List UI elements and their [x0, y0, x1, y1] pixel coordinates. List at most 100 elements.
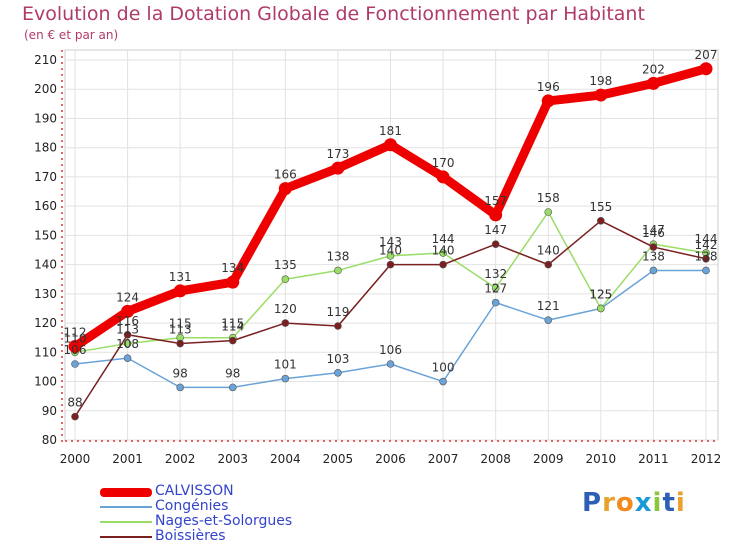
- data-point-nages-et-solorgues: [123, 339, 132, 348]
- data-point-boissi-res: [491, 240, 500, 248]
- y-tick-label: 140: [34, 258, 57, 272]
- x-tick-label: 2004: [270, 452, 301, 466]
- x-tick-label: 2006: [375, 452, 406, 466]
- data-label-nages-et-solorgues: 138: [326, 249, 349, 263]
- data-label-calvisson: 170: [432, 156, 455, 170]
- x-tick-label: 2001: [112, 452, 143, 466]
- data-point-nages-et-solorgues: [334, 266, 342, 275]
- y-tick-label: 190: [34, 111, 57, 125]
- x-tick-label: 2007: [428, 452, 459, 466]
- data-point-calvisson: [121, 304, 135, 318]
- data-label-boissi-res: 114: [221, 320, 244, 334]
- y-tick-label: 160: [34, 199, 57, 213]
- data-point-calvisson: [699, 62, 713, 76]
- chart-title: Evolution de la Dotation Globale de Fonc…: [22, 3, 645, 25]
- data-point-boissi-res: [228, 336, 237, 345]
- data-point-cong-nies: [228, 383, 237, 392]
- data-point-boissi-res: [544, 260, 553, 269]
- data-label-nages-et-solorgues: 113: [116, 323, 139, 337]
- data-point-boissi-res: [281, 319, 290, 327]
- data-label-boissi-res: 140: [379, 244, 402, 258]
- data-labels: 106 108 98 98 101 103 106 100 127 121 125 138 138 110…: [64, 48, 718, 410]
- data-label-nages-et-solorgues: 125: [589, 287, 612, 301]
- data-label-cong-nies: 138: [695, 249, 718, 263]
- data-point-cong-nies: [281, 374, 290, 383]
- data-label-cong-nies: 103: [326, 352, 349, 366]
- data-label-cong-nies: 125: [589, 287, 612, 301]
- proxiti-logo: Proxiti: [582, 488, 686, 518]
- data-point-calvisson: [436, 170, 450, 184]
- x-tick-label: 2008: [480, 452, 511, 466]
- logo-letter: P: [582, 488, 603, 518]
- data-label-boissi-res: 147: [484, 223, 507, 237]
- data-label-calvisson: 198: [589, 74, 612, 88]
- data-label-calvisson: 173: [326, 147, 349, 161]
- data-label-cong-nies: 98: [225, 366, 240, 380]
- data-label-nages-et-solorgues: 144: [695, 232, 718, 246]
- logo-letter: i: [675, 488, 686, 518]
- data-label-calvisson: 134: [221, 261, 244, 275]
- logo-letter: x: [634, 488, 653, 518]
- data-label-boissi-res: 116: [116, 314, 139, 328]
- data-label-nages-et-solorgues: 132: [484, 267, 507, 281]
- data-point-cong-nies: [71, 360, 79, 368]
- data-point-cong-nies: [439, 377, 447, 386]
- data-label-calvisson: 131: [169, 270, 192, 284]
- data-point-cong-nies: [176, 383, 184, 392]
- data-point-calvisson: [331, 161, 345, 175]
- data-label-cong-nies: 108: [116, 337, 139, 351]
- data-point-boissi-res: [176, 339, 184, 348]
- logo-letter: r: [602, 488, 616, 518]
- y-tick-label: 150: [34, 228, 57, 242]
- data-label-calvisson: 207: [695, 48, 718, 62]
- data-point-boissi-res: [439, 260, 447, 269]
- data-point-cong-nies: [649, 266, 658, 275]
- y-tick-label: 210: [34, 53, 57, 67]
- data-point-boissi-res: [386, 260, 395, 269]
- data-point-cong-nies: [334, 368, 342, 377]
- data-point-cong-nies: [491, 298, 500, 307]
- x-tick-label: 2002: [165, 452, 196, 466]
- x-tick-label: 2010: [586, 452, 617, 466]
- x-tick-label: 2012: [691, 452, 722, 466]
- data-label-nages-et-solorgues: 115: [169, 317, 192, 331]
- data-point-nages-et-solorgues: [491, 284, 500, 292]
- x-tick-label: 2005: [323, 452, 354, 466]
- logo-letter: t: [662, 488, 676, 518]
- data-point-cong-nies: [702, 266, 710, 275]
- data-label-boissi-res: 88: [67, 396, 82, 410]
- data-label-boissi-res: 140: [537, 244, 560, 258]
- data-label-boissi-res: 113: [169, 323, 192, 337]
- data-label-calvisson: 157: [484, 194, 507, 208]
- legend-label-boissieres: Boissières: [155, 528, 226, 544]
- data-point-calvisson: [68, 339, 82, 353]
- data-point-calvisson: [541, 94, 555, 108]
- x-tick-label: 2009: [533, 452, 564, 466]
- data-label-cong-nies: 100: [432, 361, 455, 375]
- data-label-calvisson: 181: [379, 124, 402, 138]
- y-tick-label: 100: [34, 375, 57, 389]
- data-point-nages-et-solorgues: [281, 275, 290, 284]
- data-label-calvisson: 124: [116, 290, 139, 304]
- data-point-calvisson: [489, 208, 503, 222]
- data-label-nages-et-solorgues: 147: [642, 223, 665, 237]
- data-label-boissi-res: 120: [274, 302, 297, 316]
- data-label-calvisson: 202: [642, 62, 665, 76]
- legend-swatch-boissieres: [100, 536, 152, 538]
- data-point-cong-nies: [386, 360, 395, 368]
- data-point-nages-et-solorgues: [544, 208, 553, 216]
- y-tick-label: 110: [34, 345, 57, 359]
- data-point-calvisson: [173, 284, 187, 298]
- x-tick-label: 2011: [638, 452, 669, 466]
- data-label-boissi-res: 119: [326, 305, 349, 319]
- data-label-nages-et-solorgues: 135: [274, 258, 297, 272]
- data-label-cong-nies: 98: [173, 366, 188, 380]
- legend-label-calvisson: CALVISSON: [155, 483, 234, 499]
- y-tick-label: 90: [42, 404, 57, 418]
- data-label-cong-nies: 106: [64, 343, 87, 357]
- data-point-boissi-res: [123, 330, 132, 339]
- data-point-boissi-res: [702, 254, 710, 263]
- data-label-cong-nies: 106: [379, 343, 402, 357]
